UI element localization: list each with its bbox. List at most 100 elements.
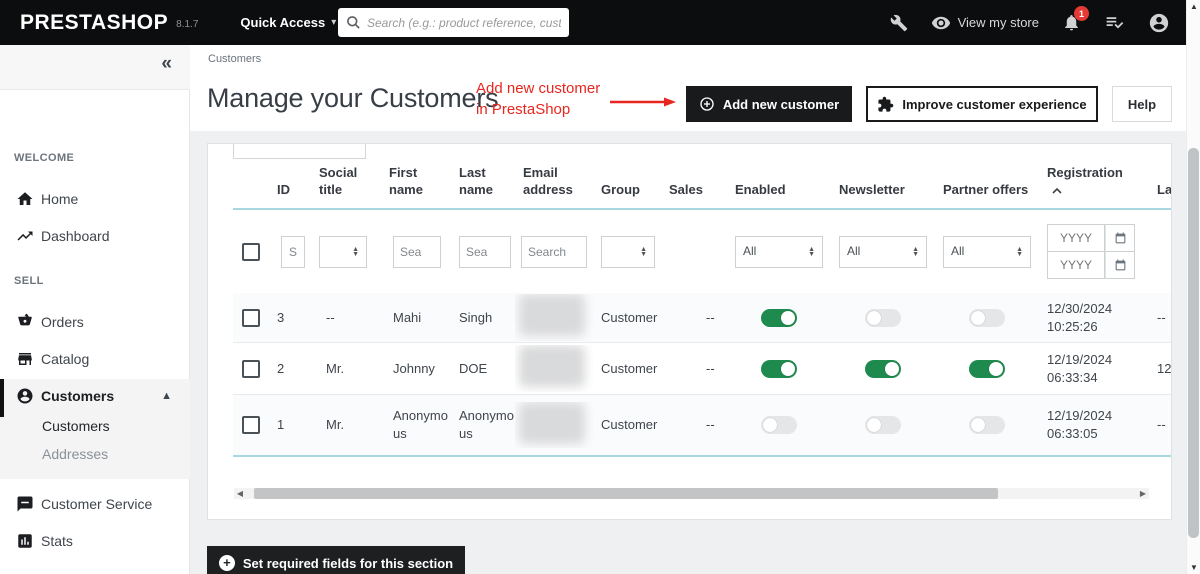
sidebar-item-dashboard[interactable]: Dashboard [0,221,190,251]
scroll-left-arrow[interactable]: ◀ [236,489,244,498]
date-from-calendar-button[interactable] [1105,224,1135,252]
header-email[interactable]: Email address [523,165,573,198]
table-filter-row: ▲▼ ▲▼ All▲▼ All▲▼ All▲▼ [233,210,1171,293]
prestashop-logo: PRESTASHOP [20,10,169,34]
cell-last-name: Singh [459,309,493,325]
calendar-icon [1115,259,1125,270]
sidebar: « WELCOME Home Dashboard SELL Orders Cat… [0,45,190,574]
notification-badge: 1 [1074,6,1089,21]
header-registration[interactable]: Registration [1039,165,1141,208]
set-required-fields-button[interactable]: + Set required fields for this section [207,546,465,574]
debug-wrench-button[interactable] [890,14,908,32]
vertical-scrollbar[interactable]: ▲ ▼ [1186,0,1200,574]
enabled-toggle[interactable] [761,308,797,327]
add-new-customer-button[interactable]: Add new customer [686,86,852,122]
partner-offers-toggle[interactable] [969,359,1005,378]
select-arrows-icon: ▲ ▼ [640,245,647,258]
sidebar-item-home[interactable]: Home [0,184,190,214]
filter-date-from-input[interactable] [1047,224,1105,252]
search-input[interactable] [367,15,561,30]
store-icon [16,350,34,368]
email-redacted [519,294,585,337]
global-search[interactable] [338,8,569,37]
header-last-name[interactable]: Last name [459,165,493,198]
quick-access-menu[interactable]: Quick Access ▾ [240,15,336,30]
select-arrows-icon: ▲ ▼ [912,245,919,258]
vertical-scrollbar-thumb[interactable] [1188,148,1199,538]
help-button[interactable]: Help [1112,86,1172,122]
newsletter-toggle[interactable] [865,359,901,378]
cell-group: Customer [601,360,658,376]
sidebar-item-stats[interactable]: Stats [0,526,190,556]
scroll-down-arrow[interactable]: ▼ [1190,563,1198,572]
scroll-up-arrow[interactable]: ▲ [1190,2,1198,11]
header-partner-offers[interactable]: Partner offers [943,182,1029,198]
account-menu-button[interactable] [1148,12,1170,34]
header-id[interactable]: ID [277,182,290,198]
horizontal-scrollbar-thumb[interactable] [254,488,998,499]
sidebar-subitem-addresses[interactable]: Addresses [42,446,109,462]
basket-icon [16,313,34,331]
sidebar-item-orders[interactable]: Orders [0,307,190,337]
view-my-store-label: View my store [957,15,1039,30]
filter-first-name-input[interactable] [393,235,441,268]
header-enabled[interactable]: Enabled [735,182,786,198]
horizontal-scrollbar[interactable]: ◀ ▶ [234,488,1149,499]
filter-social-title-select[interactable]: ▲ ▼ [319,235,367,268]
partner-offers-toggle[interactable] [969,308,1005,327]
cell-first-name: Johnny [393,360,435,376]
newsletter-toggle[interactable] [865,416,901,434]
sidebar-item-catalog[interactable]: Catalog [0,344,190,374]
orders-list-button[interactable] [1104,12,1125,33]
horizontal-scrollbar-track[interactable] [246,488,1137,499]
view-my-store-link[interactable]: View my store [931,13,1039,33]
sidebar-subitem-customers[interactable]: Customers [42,418,110,434]
row-checkbox[interactable] [242,308,260,327]
newsletter-toggle[interactable] [865,308,901,327]
filter-last-name-input[interactable] [459,235,511,268]
row-checkbox[interactable] [242,359,260,378]
enabled-toggle[interactable] [761,359,797,378]
sidebar-item-customer-service[interactable]: Customer Service [0,489,190,519]
filter-group-select[interactable]: ▲ ▼ [601,235,655,268]
filter-email-input[interactable] [521,235,587,268]
table-row[interactable]: 3 -- Mahi Singh Customer -- 12/30/2024 1… [233,293,1171,343]
filter-partner-offers-select[interactable]: All ▲ ▼ [943,235,1031,268]
wrench-icon [890,14,907,31]
sidebar-item-customers[interactable]: Customers ▲ [0,381,190,411]
header-last-visit[interactable]: Last visit [1157,182,1172,198]
partner-offers-toggle[interactable] [969,416,1005,434]
cell-sales: -- [706,309,715,325]
date-to-calendar-button[interactable] [1105,251,1135,279]
cell-id: 1 [277,417,285,433]
scroll-right-arrow[interactable]: ▶ [1139,489,1147,498]
header-newsletter[interactable]: Newsletter [839,182,905,198]
header-sales[interactable]: Sales [669,182,703,198]
header-first-name[interactable]: First name [389,165,423,198]
select-all-checkbox[interactable] [242,242,260,261]
header-checkbox-col [233,199,269,208]
sort-asc-icon [1052,187,1062,194]
annotation-arrow [610,97,676,107]
header-group[interactable]: Group [601,182,640,198]
cell-last-visit: -- [1157,417,1166,433]
row-checkbox[interactable] [242,416,260,434]
table-row[interactable]: 1 Mr. Anonymous Anonymous Customer -- 12… [233,395,1171,457]
improve-customer-experience-button[interactable]: Improve customer experience [866,86,1098,122]
email-redacted [519,401,585,444]
cell-first-name: Mahi [393,309,422,325]
cell-registration: 12/19/2024 06:33:05 [1047,408,1113,441]
sidebar-header: « [0,45,190,90]
filter-newsletter-select[interactable]: All ▲ ▼ [839,235,927,268]
filter-id-input[interactable] [281,235,305,268]
enabled-toggle[interactable] [761,416,797,434]
filter-enabled-select[interactable]: All ▲ ▼ [735,235,823,268]
sidebar-collapse-button[interactable]: « [161,53,172,74]
header-social-title[interactable]: Social title [319,165,358,198]
home-icon [16,190,34,208]
filter-date-to-input[interactable] [1047,251,1105,279]
table-row[interactable]: 2 Mr. Johnny DOE Customer -- 12/19/2024 … [233,343,1171,395]
circle-plus-icon [700,97,714,111]
notifications-button[interactable]: 1 [1062,6,1089,32]
